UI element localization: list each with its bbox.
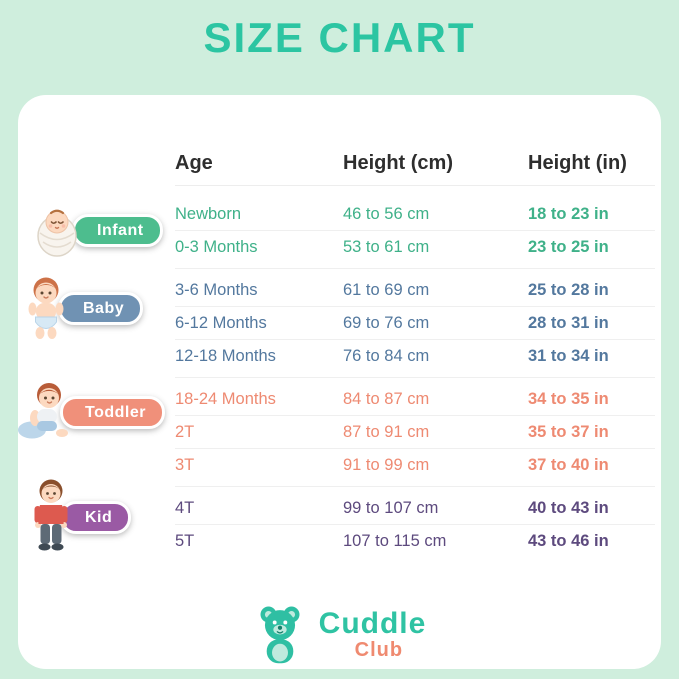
toddler-group-badge: Toddler (16, 382, 165, 442)
bear-icon (260, 606, 300, 664)
table-row: 3T 91 to 99 cm 37 to 40 in (175, 449, 655, 487)
table-row: Newborn 46 to 56 cm 18 to 23 in (175, 198, 655, 231)
age-cell: 3-6 Months (175, 280, 258, 299)
age-cell: 2T (175, 422, 195, 441)
age-cell: 18-24 Months (175, 389, 276, 408)
height-in-cell: 28 to 31 in (528, 313, 609, 332)
infant-badge-label: Infant (97, 221, 144, 239)
height-cm-cell: 61 to 69 cm (343, 280, 430, 299)
height-cm-cell: 84 to 87 cm (343, 389, 430, 408)
height-in-cell: 35 to 37 in (528, 422, 609, 441)
infant-group-badge: Infant (28, 202, 163, 258)
brand-logo: Cuddle Club (18, 603, 661, 665)
height-cm-cell: 99 to 107 cm (343, 498, 439, 517)
size-table: Age Height (cm) Height (in) Newborn 46 t… (175, 141, 655, 557)
height-in-cell: 23 to 25 in (528, 237, 609, 256)
height-cm-cell: 91 to 99 cm (343, 455, 430, 474)
brand-name-secondary: Club (354, 638, 404, 661)
age-cell: 12-18 Months (175, 346, 276, 365)
age-cell: Newborn (175, 204, 242, 223)
toddler-illustration (18, 383, 68, 439)
height-in-cell: 18 to 23 in (528, 204, 609, 223)
brand-name-primary: Cuddle (318, 606, 427, 640)
height-in-cell: 25 to 28 in (528, 280, 609, 299)
column-header-height-cm: Height (cm) (343, 151, 453, 174)
height-cm-cell: 76 to 84 cm (343, 346, 430, 365)
infant-badge: Infant (72, 213, 163, 247)
age-cell: 5T (175, 531, 195, 550)
age-cell: 3T (175, 455, 195, 474)
height-cm-cell: 46 to 56 cm (343, 204, 430, 223)
age-cell: 0-3 Months (175, 237, 258, 256)
toddler-badge: Toddler (60, 395, 165, 429)
table-row: 3-6 Months 61 to 69 cm 25 to 28 in (175, 269, 655, 307)
height-in-cell: 34 to 35 in (528, 389, 609, 408)
brand-name: Cuddle Club (319, 607, 427, 662)
kid-badge-label: Kid (85, 508, 113, 526)
height-in-cell: 31 to 34 in (528, 346, 609, 365)
page-title: SIZE CHART (203, 14, 476, 61)
infant-illustration (37, 209, 77, 257)
baby-badge-label: Baby (83, 299, 125, 317)
toddler-badge-label: Toddler (85, 403, 146, 421)
column-header-age: Age (175, 151, 213, 174)
table-row: 6-12 Months 69 to 76 cm 28 to 31 in (175, 307, 655, 340)
age-cell: 6-12 Months (175, 313, 267, 332)
kid-group-badge: Kid (28, 478, 132, 556)
height-in-cell: 40 to 43 in (528, 498, 609, 517)
table-row: 18-24 Months 84 to 87 cm 34 to 35 in (175, 378, 655, 416)
height-in-cell: 37 to 40 in (528, 455, 609, 474)
age-cell: 4T (175, 498, 195, 517)
size-chart-card: Age Height (cm) Height (in) Newborn 46 t… (18, 95, 661, 669)
height-cm-cell: 87 to 91 cm (343, 422, 430, 441)
height-cm-cell: 69 to 76 cm (343, 313, 430, 332)
table-row: 4T 99 to 107 cm 40 to 43 in (175, 487, 655, 525)
table-row: 12-18 Months 76 to 84 cm 31 to 34 in (175, 340, 655, 378)
table-row: 0-3 Months 53 to 61 cm 23 to 25 in (175, 231, 655, 269)
height-cm-cell: 107 to 115 cm (343, 531, 447, 550)
table-header-row: Age Height (cm) Height (in) (175, 141, 655, 186)
baby-illustration (28, 277, 64, 339)
height-cm-cell: 53 to 61 cm (343, 237, 430, 256)
table-row: 2T 87 to 91 cm 35 to 37 in (175, 416, 655, 449)
kid-illustration (34, 479, 68, 551)
baby-group-badge: Baby (20, 275, 144, 341)
column-header-height-in: Height (in) (528, 151, 627, 174)
height-in-cell: 43 to 46 in (528, 531, 609, 550)
table-row: 5T 107 to 115 cm 43 to 46 in (175, 525, 655, 557)
